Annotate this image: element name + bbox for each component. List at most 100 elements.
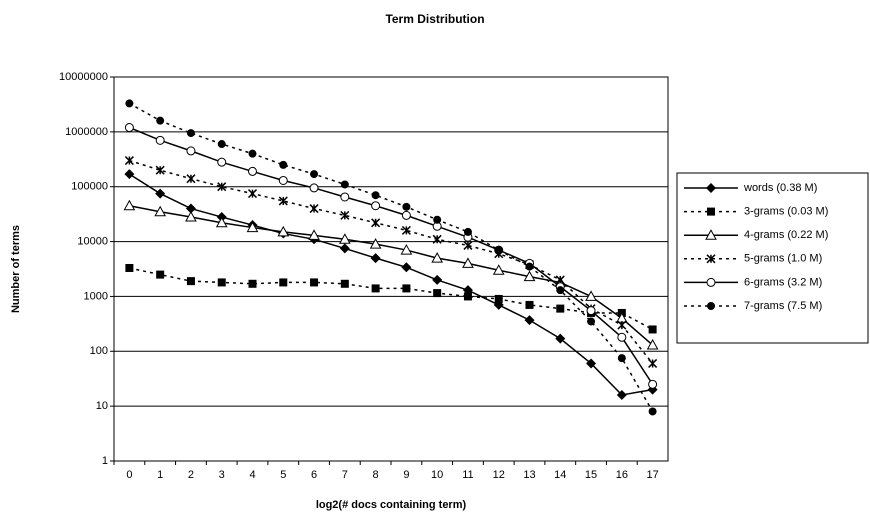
legend-label: words (0.38 M) [743, 182, 817, 194]
marker [432, 274, 443, 285]
series [125, 263, 657, 334]
x-tick-label: 4 [249, 469, 255, 481]
marker [124, 156, 134, 166]
series [123, 199, 659, 350]
marker [309, 204, 319, 214]
x-tick-label: 17 [646, 469, 658, 481]
marker [401, 225, 411, 235]
marker [400, 244, 413, 255]
marker [310, 278, 319, 287]
x-tick-label: 12 [493, 469, 505, 481]
marker [617, 332, 627, 342]
marker [279, 278, 288, 287]
marker [523, 270, 536, 282]
marker [494, 294, 503, 303]
marker [617, 354, 626, 363]
marker [309, 183, 319, 193]
marker [154, 205, 167, 217]
marker [587, 317, 596, 326]
marker [707, 207, 715, 216]
marker [586, 306, 596, 316]
marker [556, 304, 565, 313]
y-tick-label: 100000 [71, 181, 108, 193]
marker [616, 389, 627, 400]
marker [278, 196, 288, 206]
marker [648, 358, 658, 368]
marker [371, 284, 380, 293]
marker [340, 210, 350, 220]
marker [278, 175, 288, 185]
marker [586, 358, 597, 369]
marker [186, 277, 195, 286]
marker [246, 221, 259, 233]
marker [248, 279, 257, 288]
marker [125, 99, 134, 108]
x-tick-label: 8 [373, 469, 379, 481]
marker [186, 174, 196, 184]
series-line [128, 173, 653, 396]
marker [433, 289, 442, 298]
x-tick-label: 6 [311, 469, 317, 481]
marker [308, 229, 320, 240]
marker [371, 191, 380, 200]
marker [462, 257, 474, 268]
marker [492, 264, 505, 275]
marker [524, 315, 535, 326]
x-tick-label: 16 [616, 469, 628, 481]
marker [433, 215, 442, 224]
x-tick-label: 2 [188, 469, 194, 481]
y-tick-label: 10000 [77, 235, 108, 247]
marker [371, 218, 381, 228]
y-tick-label: 1000 [84, 290, 108, 302]
marker [155, 135, 165, 145]
marker [217, 140, 226, 149]
series [125, 99, 657, 416]
y-tick-label: 1000000 [65, 126, 108, 138]
legend-label: 7-grams (7.5 M) [744, 300, 822, 312]
marker [185, 203, 196, 214]
y-tick-label: 10000000 [59, 71, 108, 83]
x-tick-label: 3 [219, 469, 225, 481]
marker [555, 333, 566, 344]
series-line [129, 159, 654, 364]
marker [248, 166, 257, 176]
x-tick-label: 7 [342, 469, 348, 481]
marker [247, 189, 258, 199]
legend-label: 6-grams (3.2 M) [744, 276, 822, 288]
marker [706, 183, 716, 193]
marker [340, 192, 350, 202]
marker [371, 201, 381, 211]
marker [401, 210, 411, 220]
marker [185, 211, 197, 222]
marker [338, 233, 351, 244]
marker [706, 254, 716, 264]
x-tick-label: 15 [585, 469, 597, 481]
legend-label: 5-grams (1.0 M) [744, 253, 822, 265]
series-line [129, 102, 654, 412]
y-tick-label: 10 [96, 400, 108, 412]
marker [155, 165, 165, 175]
marker [525, 262, 534, 271]
marker [706, 277, 716, 287]
marker [125, 263, 134, 272]
series-line [129, 126, 654, 385]
series-line [129, 267, 653, 331]
marker [463, 227, 472, 236]
marker [707, 302, 715, 310]
marker [525, 300, 534, 309]
marker [186, 129, 195, 138]
legend-box [676, 172, 869, 344]
marker [340, 180, 349, 189]
x-tick-label: 10 [431, 469, 443, 481]
y-tick-label: 100 [90, 345, 108, 357]
marker [648, 379, 658, 389]
marker [217, 278, 226, 287]
marker [463, 292, 472, 301]
marker [648, 325, 657, 334]
marker [248, 149, 257, 158]
marker [156, 116, 165, 125]
marker [494, 246, 503, 255]
legend-label: 4-grams (0.22 M) [744, 229, 828, 241]
marker [648, 407, 657, 416]
